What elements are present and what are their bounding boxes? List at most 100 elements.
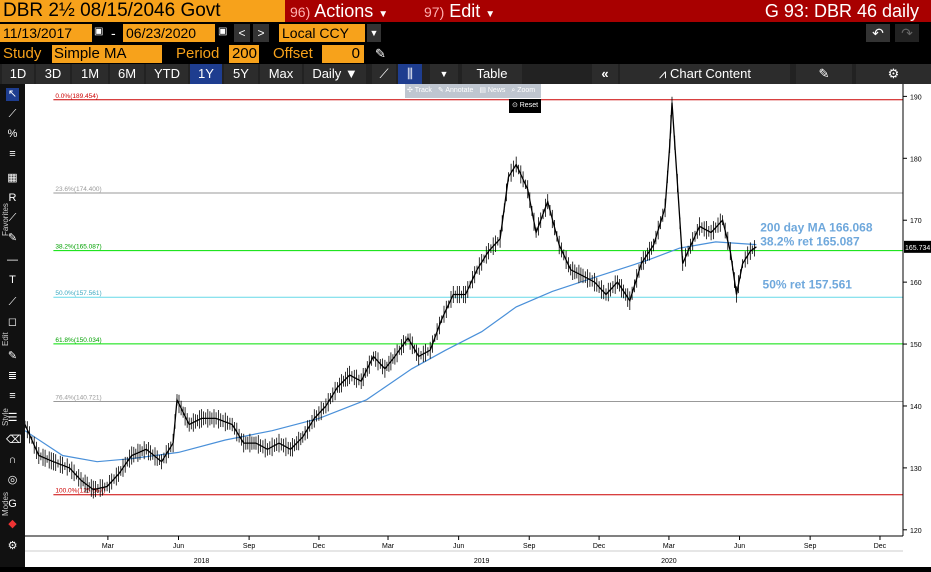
offset-input[interactable]: 0 [322,45,364,63]
trend-line-icon[interactable]: ⟋ [8,108,17,120]
g-mode-icon[interactable]: G [8,498,17,510]
edit-label: Edit [1,332,10,346]
chart-toolbar: 1D 3D 1M 6M YTD 1Y 5Y Max Daily ▼ ⟋ ⫼ ▼ … [0,64,931,84]
chart-type-dropdown-icon[interactable]: ▼ [430,64,458,84]
shape-icon[interactable]: ◻ [7,316,18,328]
dropdown-arrow-icon: ▼ [378,9,389,20]
chart-content-label: Chart Content [670,66,751,81]
y-tick-label: 150 [910,342,922,349]
end-date-field[interactable]: 06/23/2020 [123,24,215,42]
period-5y-button[interactable]: 5Y [224,64,258,84]
currency-dropdown-icon[interactable]: ▼ [367,24,381,42]
zoom-button[interactable]: ⌕ Zoom [511,87,536,94]
marker-icon[interactable]: ✎ [7,232,18,244]
calendar-icon[interactable]: ▣ [218,26,228,37]
frequency-select[interactable]: Daily ▼ [304,64,366,84]
year-label: 2018 [194,558,210,565]
fib-level-label: 50.0%(157.561) [55,290,101,297]
dropdown-arrow-icon: ▼ [485,9,496,20]
table-button[interactable]: Table [462,64,522,84]
edit-chart-icon[interactable]: ✎ [796,64,852,84]
period-1y-button[interactable]: 1Y [190,64,222,84]
favorites-label: Favorites [1,203,10,236]
y-tick-label: 170 [910,218,922,225]
color-palette-icon[interactable]: ◆ [8,518,17,530]
prev-period-button[interactable]: < [234,24,250,42]
redo-icon[interactable]: ↷ [895,24,919,42]
edit-number: 97) [424,4,445,20]
period-ytd-button[interactable]: YTD [146,64,188,84]
drawing-tools-sidebar: ↖ ⟋ % ≡ ▦ R ⟋ ✎ Favorites — T ⟋ ◻ Edit ✎… [0,84,25,567]
favorite-tool-icon[interactable]: ▦ [7,172,18,184]
chart-id: G 93: DBR 46 daily [764,1,919,21]
cursor-icon[interactable]: ↖ [6,88,19,101]
ma-series-line [24,241,757,463]
pen-icon[interactable]: ✎ [7,350,18,362]
calendar-icon[interactable]: ▣ [94,26,104,37]
undo-icon[interactable]: ↶ [866,24,890,42]
fib-level-label: 100.0%(125.667) [55,488,105,495]
settings-gear-icon[interactable]: ⚙ [856,64,931,84]
collapse-panel-icon[interactable]: « [592,64,618,84]
offset-label: Offset [273,45,313,62]
actions-menu[interactable]: 96) Actions ▼ [290,0,402,22]
annotation-label: 50% ret 157.561 [763,277,853,291]
fibonacci-icon[interactable]: ≡ [9,148,16,160]
x-tick-label: Dec [313,543,326,550]
track-button[interactable]: ✣ Track [407,87,432,94]
fib-level-label: 61.8%(150.034) [55,337,101,344]
settings-icon[interactable]: ⚙ [7,540,18,552]
period-max-button[interactable]: Max [260,64,302,84]
annotate-button[interactable]: ✎ Annotate [437,87,474,94]
channel-icon[interactable]: ≣ [7,370,18,382]
reset-zoom-button[interactable]: ⊙ Reset [509,99,541,113]
year-label: 2020 [661,558,677,565]
x-tick-label: Jun [453,543,464,550]
last-price-label: 165.734 [905,245,930,252]
x-tick-label: Sep [243,543,256,550]
x-tick-label: Mar [663,543,676,550]
news-button[interactable]: ▤ News [479,87,506,94]
chart-content-button[interactable]: ⩘ Chart Content [620,64,790,84]
period-input[interactable]: 200 [229,45,259,63]
plot-area[interactable]: 0.0%(189.454) 23.6%(174.400) 38.2%(165.087… [24,84,931,567]
percent-icon[interactable]: % [7,128,18,140]
line-style-icon[interactable]: ≡ [9,390,16,402]
retracement-icon[interactable]: R [8,192,17,204]
fib-level-label: 0.0%(189.454) [55,93,98,100]
text-icon[interactable]: T [9,274,16,286]
y-tick-label: 180 [910,156,922,163]
currency-select[interactable]: Local CCY [279,24,365,42]
horizontal-line-icon[interactable]: — [7,254,18,266]
actions-label: Actions [314,1,374,21]
erase-icon[interactable]: ⌫ [6,434,22,446]
brush-icon[interactable]: ⟋ [8,212,17,224]
ticker-field[interactable]: DBR 2½ 08/15/2046 Govt [0,0,285,22]
bar-chart-icon[interactable]: ⫼ [398,64,422,84]
price-chart[interactable]: 0.0%(189.454) 23.6%(174.400) 38.2%(165.087… [24,84,931,567]
next-period-button[interactable]: > [253,24,269,42]
date-range-bar: 11/13/2017 ▣ - 06/23/2020 ▣ < > Local CC… [0,22,931,44]
price-series-line [24,102,757,491]
snap-icon[interactable]: ◎ [7,474,18,486]
magnet-icon[interactable]: ∩ [8,454,17,466]
period-1m-button[interactable]: 1M [72,64,108,84]
line-chart-icon[interactable]: ⟋ [372,64,396,84]
y-tick-label: 130 [910,466,922,473]
y-tick-label: 190 [910,94,922,101]
period-1d-button[interactable]: 1D [2,64,34,84]
edit-menu[interactable]: 97) Edit ▼ [424,0,516,22]
y-tick-label: 120 [910,528,922,535]
period-3d-button[interactable]: 3D [36,64,70,84]
period-label: Period [176,45,220,62]
fib-level-label: 38.2%(165.087) [55,244,101,251]
line-tool-icon[interactable]: ⟋ [8,296,17,308]
pencil-icon[interactable]: ✎ [375,46,386,61]
study-bar: Study Simple MA Period 200 Offset 0 ✎ [0,44,931,64]
study-select[interactable]: Simple MA [52,45,162,63]
period-6m-button[interactable]: 6M [110,64,144,84]
last-price-tag [904,240,931,253]
start-date-field[interactable]: 11/13/2017 [0,24,92,42]
line-width-icon[interactable]: ☰ [7,412,18,424]
x-tick-label: Sep [523,543,536,550]
